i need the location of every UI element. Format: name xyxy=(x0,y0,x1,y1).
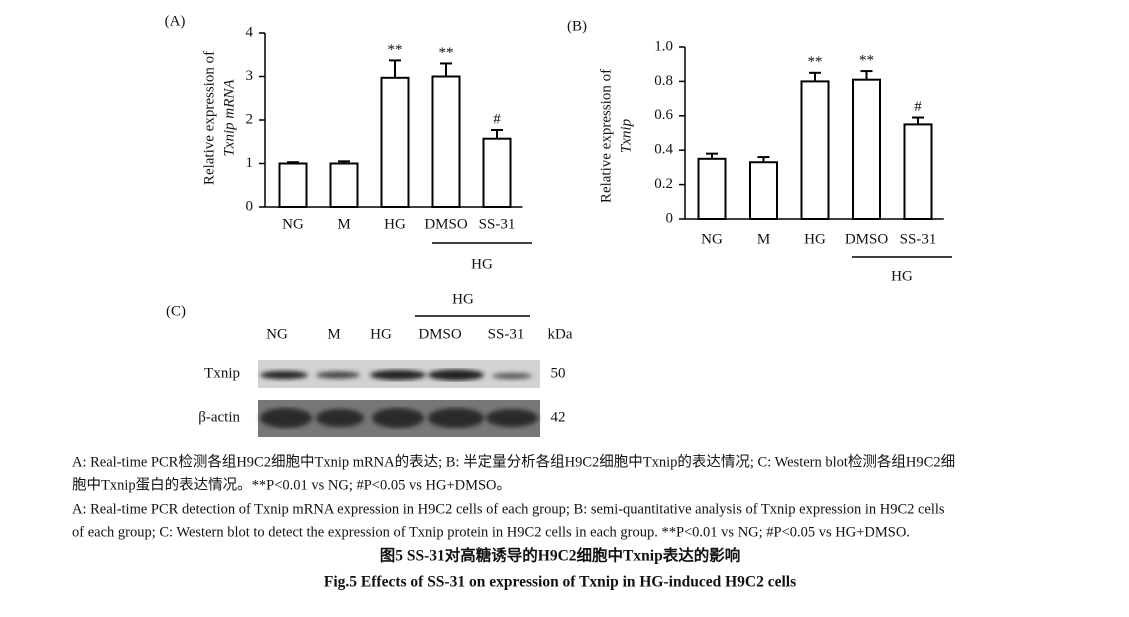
lane-label: HG xyxy=(370,326,392,342)
caption-line: of each group; C: Western blot to detect… xyxy=(72,524,910,540)
bar xyxy=(329,162,359,208)
group-label: HG xyxy=(891,268,913,284)
y-tick-label: 0.4 xyxy=(654,142,673,158)
lane-label: DMSO xyxy=(418,326,462,342)
panel-label: (C) xyxy=(166,303,186,319)
bar xyxy=(852,78,881,221)
blot-txnip xyxy=(258,360,540,388)
lane-label: NG xyxy=(266,326,288,342)
row-label: β-actin xyxy=(198,409,240,425)
bar xyxy=(431,75,461,208)
caption-line: A: Real-time PCR检测各组H9C2细胞中Txnip mRNA的表达… xyxy=(72,453,955,470)
x-tick-label: HG xyxy=(384,216,406,232)
x-tick-label: NG xyxy=(282,216,304,232)
bar xyxy=(482,137,512,208)
kda-label: 42 xyxy=(551,409,566,425)
x-tick-label: NG xyxy=(701,231,723,247)
y-tick-label: 1.0 xyxy=(654,38,673,54)
significance: # xyxy=(914,99,922,115)
caption-line: 胞中Txnip蛋白的表达情况。**P<0.01 vs NG; #P<0.05 v… xyxy=(72,476,511,493)
x-tick-label: SS-31 xyxy=(900,231,937,247)
significance: ** xyxy=(859,53,874,69)
x-tick-label: HG xyxy=(804,231,826,247)
y-axis-label: Txnip mRNA xyxy=(221,79,237,157)
x-tick-label: DMSO xyxy=(424,216,468,232)
caption-title: Fig.5 Effects of SS-31 on expression of … xyxy=(324,574,796,591)
y-tick-label: 0.2 xyxy=(654,176,673,192)
y-axis-label: Relative expression of xyxy=(598,69,614,203)
bar xyxy=(697,157,727,221)
row-label: Txnip xyxy=(204,365,240,381)
lane-label: M xyxy=(327,326,340,342)
group-label: HG xyxy=(471,256,493,272)
unit-label: kDa xyxy=(548,326,573,342)
significance: # xyxy=(493,111,501,127)
kda-label: 50 xyxy=(551,365,566,381)
y-tick-label: 1 xyxy=(246,155,254,171)
x-tick-label: SS-31 xyxy=(479,216,516,232)
bar xyxy=(380,76,410,209)
caption-line: A: Real-time PCR detection of Txnip mRNA… xyxy=(72,501,945,517)
bar xyxy=(749,161,778,221)
y-tick-label: 0.8 xyxy=(654,73,673,89)
panel-label: (A) xyxy=(165,13,186,29)
y-tick-label: 3 xyxy=(246,68,254,84)
significance: ** xyxy=(808,54,823,70)
y-tick-label: 0.6 xyxy=(654,107,673,123)
bar xyxy=(800,80,830,221)
bar xyxy=(278,162,308,208)
x-tick-label: DMSO xyxy=(845,231,889,247)
significance: ** xyxy=(388,42,403,58)
y-tick-label: 4 xyxy=(246,24,254,40)
bar xyxy=(903,123,933,220)
y-tick-label: 0 xyxy=(666,210,674,226)
lane-label: SS-31 xyxy=(488,326,525,342)
panel-label: (B) xyxy=(567,18,587,34)
y-axis-label: Relative expression of xyxy=(201,51,217,185)
x-tick-label: M xyxy=(757,231,770,247)
y-tick-label: 0 xyxy=(246,198,254,214)
group-label: HG xyxy=(452,291,474,307)
y-axis-label: Txnip xyxy=(618,118,634,153)
blot-actin xyxy=(258,400,540,437)
y-tick-label: 2 xyxy=(246,111,254,127)
significance: ** xyxy=(439,45,454,61)
caption-title: 图5 SS-31对高糖诱导的H9C2细胞中Txnip表达的影响 xyxy=(380,546,740,565)
x-tick-label: M xyxy=(337,216,350,232)
